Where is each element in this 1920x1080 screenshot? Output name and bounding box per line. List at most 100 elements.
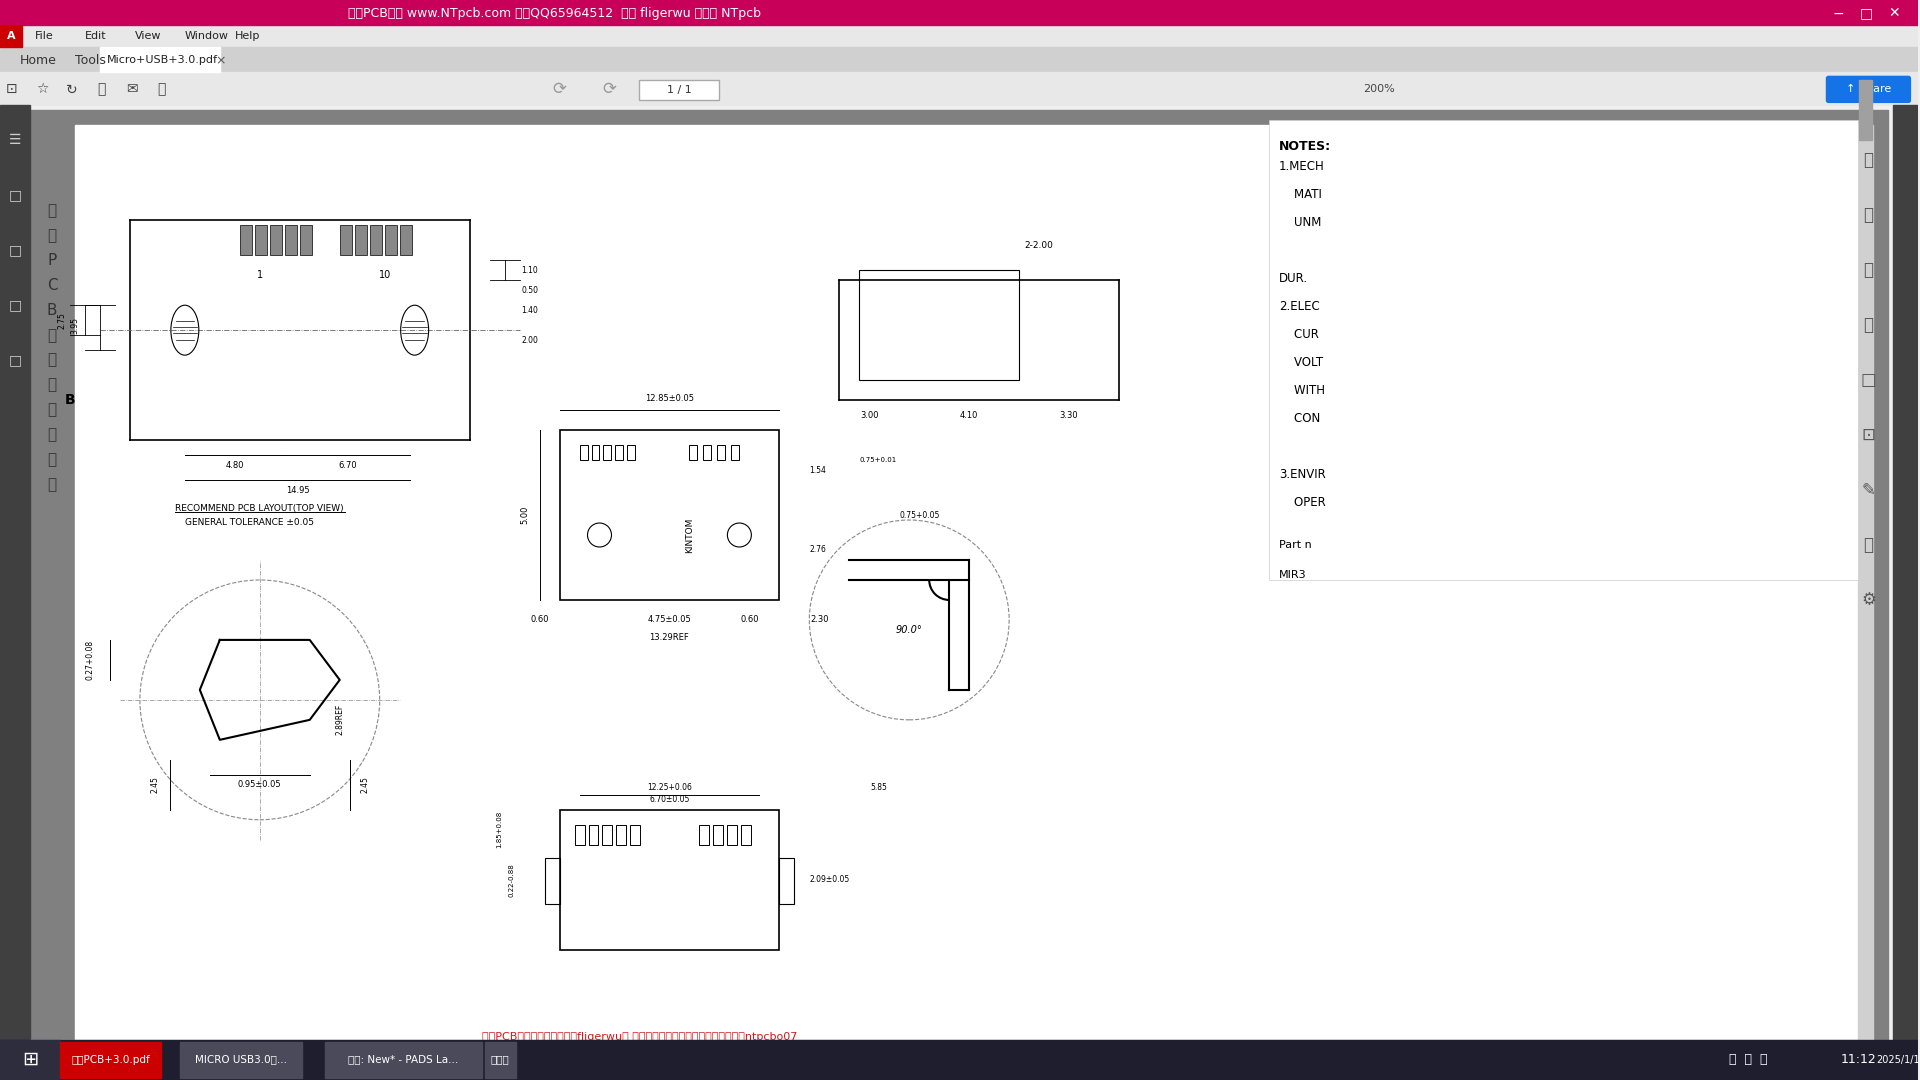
Text: −: − (1834, 6, 1845, 21)
Text: 1 / 1: 1 / 1 (666, 85, 691, 95)
Text: 2.76: 2.76 (810, 545, 826, 554)
Text: ☰: ☰ (10, 133, 21, 147)
Text: ↑ Share: ↑ Share (1845, 84, 1891, 94)
Bar (0, 106, 31, 1080)
Text: 14.95: 14.95 (286, 486, 309, 495)
Text: 作: 作 (48, 477, 56, 492)
Text: ↻: ↻ (65, 82, 77, 96)
Text: Home: Home (19, 54, 58, 67)
Bar (271, 226, 282, 255)
Text: Micro+USB+3.0.pdf: Micro+USB+3.0.pdf (108, 55, 217, 66)
Bar (1859, 80, 1872, 140)
Text: 2025/1/1: 2025/1/1 (1876, 1054, 1920, 1065)
Text: 6.70: 6.70 (338, 460, 357, 470)
Text: ⚙: ⚙ (1860, 591, 1876, 609)
Text: File: File (35, 31, 54, 41)
Text: 📄: 📄 (1864, 206, 1874, 225)
Text: 逆天PCB论坛 www.NTpcb.com 老叟QQ65964512  微信 fligerwu 抖音号 NTpcb: 逆天PCB论坛 www.NTpcb.com 老叟QQ65964512 微信 fl… (348, 6, 760, 19)
Text: MICRO USB3.0的...: MICRO USB3.0的... (194, 1054, 286, 1065)
Bar (1893, 106, 1918, 1080)
Bar (699, 825, 708, 845)
Bar (603, 825, 612, 845)
Text: 🌐: 🌐 (1864, 316, 1874, 334)
Bar (180, 1041, 301, 1078)
Bar (780, 858, 795, 904)
Text: 2.00: 2.00 (520, 336, 538, 345)
Bar (559, 430, 780, 600)
Text: NOTES:: NOTES: (1279, 140, 1331, 153)
Bar (714, 825, 724, 845)
Bar (545, 858, 559, 904)
Text: 1.10: 1.10 (520, 266, 538, 274)
Text: 4.10: 4.10 (960, 410, 979, 420)
Text: 2.ELEC: 2.ELEC (1279, 300, 1319, 313)
Text: 12.25+0.06: 12.25+0.06 (647, 783, 691, 793)
Bar (1859, 125, 1874, 1044)
Text: 2.45: 2.45 (150, 777, 159, 793)
Text: 3.ENVIR: 3.ENVIR (1279, 468, 1325, 481)
Bar (639, 80, 720, 100)
Text: 3.00: 3.00 (860, 410, 879, 420)
Text: □: □ (1860, 6, 1874, 21)
Text: 计算器: 计算器 (492, 1054, 509, 1065)
Text: ⊡: ⊡ (1862, 427, 1876, 444)
Bar (100, 48, 219, 72)
Bar (340, 226, 351, 255)
FancyBboxPatch shape (1826, 77, 1910, 103)
Bar (0, 0, 1918, 26)
Text: 2-2.00: 2-2.00 (1025, 241, 1054, 249)
Text: 微软PCB+3.0.pdf: 微软PCB+3.0.pdf (71, 1054, 150, 1065)
Text: 11.69 x 8.27 in: 11.69 x 8.27 in (100, 1044, 173, 1054)
Text: 1.85+0.08: 1.85+0.08 (497, 811, 503, 849)
Text: Part n: Part n (1279, 540, 1311, 550)
Text: VOLT: VOLT (1279, 356, 1323, 369)
Bar (616, 825, 626, 845)
Text: 2.09±0.05: 2.09±0.05 (810, 875, 849, 885)
Text: 3.95: 3.95 (71, 316, 79, 334)
Text: A: A (6, 31, 15, 41)
Bar (371, 226, 382, 255)
Text: ⊞: ⊞ (21, 1050, 38, 1069)
Bar (0, 1040, 60, 1080)
Bar (580, 445, 588, 460)
Bar (741, 825, 751, 845)
Bar (31, 1040, 1859, 1059)
Text: 11:12: 11:12 (1841, 1053, 1876, 1066)
Text: Window: Window (184, 31, 228, 41)
Text: P: P (48, 253, 56, 268)
Text: Edit: Edit (84, 31, 106, 41)
Text: 0.60: 0.60 (530, 616, 549, 624)
Text: 逆天PCB论坛的人天艺工器信fligerwu传 逆天艺又至数资料获取请联系助手微信ntpcbo07: 逆天PCB论坛的人天艺工器信fligerwu传 逆天艺又至数资料获取请联系助手微… (482, 1031, 797, 1041)
Bar (399, 226, 411, 255)
Bar (732, 445, 739, 460)
Text: KINTOM: KINTOM (685, 517, 693, 553)
Bar (0, 26, 1918, 48)
Text: ⟳: ⟳ (603, 80, 616, 98)
Text: 🔄: 🔄 (1864, 261, 1874, 280)
Text: 1.54: 1.54 (810, 465, 826, 474)
Text: 🔍: 🔍 (157, 82, 165, 96)
Bar (603, 445, 611, 460)
Bar (0, 1040, 1918, 1080)
Text: WITH: WITH (1279, 384, 1325, 397)
Text: 5.00: 5.00 (520, 505, 530, 524)
Text: 0.75+0.01: 0.75+0.01 (860, 457, 897, 463)
Text: ✎: ✎ (1862, 481, 1876, 499)
Text: ✕: ✕ (1889, 6, 1901, 21)
Bar (630, 825, 641, 845)
Text: 0.60: 0.60 (739, 616, 758, 624)
Bar (31, 110, 1889, 1059)
Bar (589, 825, 599, 845)
Text: CON: CON (1279, 413, 1321, 426)
Bar (574, 825, 584, 845)
Text: C: C (46, 278, 58, 293)
Text: □: □ (8, 188, 21, 202)
Text: 4.75±0.05: 4.75±0.05 (647, 616, 691, 624)
Text: 0.22-0.88: 0.22-0.88 (509, 863, 515, 896)
Bar (284, 226, 298, 255)
Bar (628, 445, 636, 460)
Text: 3.30: 3.30 (1060, 410, 1079, 420)
Text: 制: 制 (48, 453, 56, 468)
Bar (616, 445, 624, 460)
Text: 0.27+0.08: 0.27+0.08 (84, 639, 94, 680)
